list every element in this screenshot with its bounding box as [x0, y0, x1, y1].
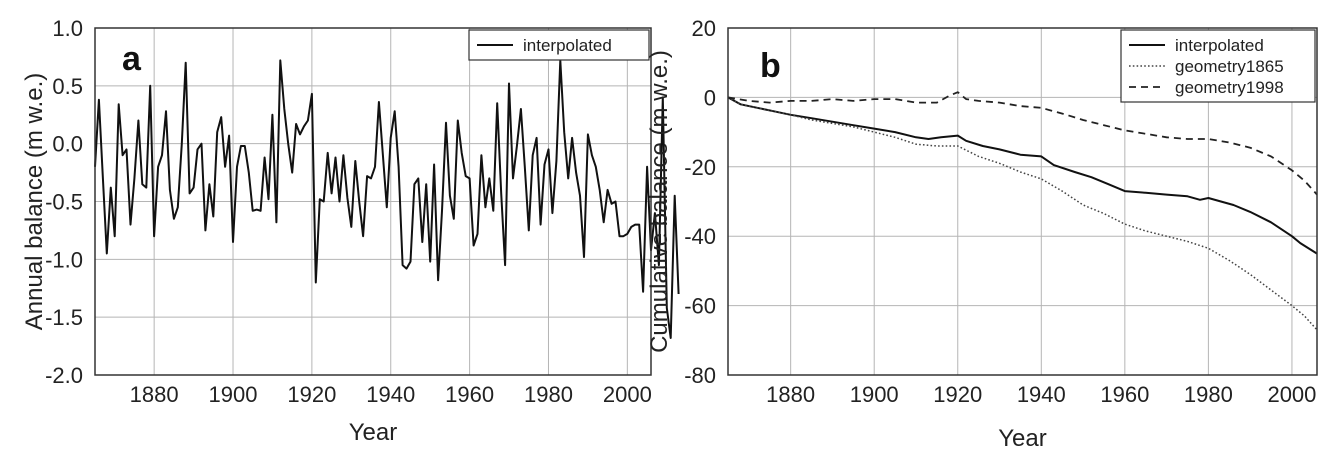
y-tick-label: -60	[684, 294, 716, 319]
x-tick-label: 2000	[1267, 382, 1316, 407]
y-tick-label: -1.0	[45, 247, 83, 272]
y-tick-label: -0.5	[45, 190, 83, 215]
panel-letter: b	[760, 47, 781, 85]
x-axis-label: Year	[349, 419, 398, 446]
panel-a-annual-balance: 1880 1900 1920 1940 1960 1980 2000 1.0 0.5 0.0 -0.…	[21, 16, 680, 446]
y-axis-label: Annual balance (m w.e.)	[21, 73, 48, 330]
legend-label-interpolated: interpolated	[1175, 36, 1264, 55]
series-line-geometry1865	[727, 96, 1318, 331]
y-tick-label: 0	[704, 85, 716, 110]
x-tick-label: 1940	[366, 382, 415, 407]
y-tick-label: -1.5	[45, 305, 83, 330]
y-tick-label: 20	[692, 16, 716, 41]
panel-b-cumulative-balance: 1880 1900 1920 1940 1960 1980 2000 20 0 -20 -40 -60…	[646, 16, 1318, 450]
y-tick-label: -80	[684, 363, 716, 388]
legend-label-geometry1865: geometry1865	[1175, 57, 1284, 76]
x-tick-label: 1980	[1184, 382, 1233, 407]
x-tick-label: 1960	[445, 382, 494, 407]
legend-label-interpolated: interpolated	[523, 36, 612, 55]
x-axis-label: Year	[998, 425, 1047, 450]
x-tick-label: 1940	[1017, 382, 1066, 407]
series-line-geometry1998	[727, 91, 1318, 196]
series-line-interpolated	[727, 96, 1318, 255]
x-tick-label: 1920	[287, 382, 336, 407]
plot-frame	[94, 27, 652, 376]
x-tick-label: 1920	[933, 382, 982, 407]
x-tick-label: 1960	[1100, 382, 1149, 407]
legend-label-geometry1998: geometry1998	[1175, 78, 1284, 97]
series-line-interpolated	[94, 59, 680, 339]
y-tick-label: -40	[684, 224, 716, 249]
x-tick-label: 1880	[766, 382, 815, 407]
legend: interpolated geometry1865 geometry1998	[1120, 29, 1316, 103]
y-tick-label: -2.0	[45, 363, 83, 388]
y-tick-label: 0.0	[52, 132, 83, 157]
legend: interpolated	[468, 29, 650, 61]
y-tick-label: -20	[684, 155, 716, 180]
panel-letter: a	[122, 40, 142, 78]
plot-frame	[727, 27, 1318, 376]
x-tick-label: 1900	[209, 382, 258, 407]
x-tick-label: 2000	[603, 382, 652, 407]
y-axis-label: Cumulative balance (m w.e.)	[646, 50, 673, 353]
x-tick-label: 1980	[524, 382, 573, 407]
x-tick-label: 1900	[850, 382, 899, 407]
y-tick-label: 0.5	[52, 74, 83, 99]
x-tick-label: 1880	[130, 382, 179, 407]
y-tick-label: 1.0	[52, 16, 83, 41]
